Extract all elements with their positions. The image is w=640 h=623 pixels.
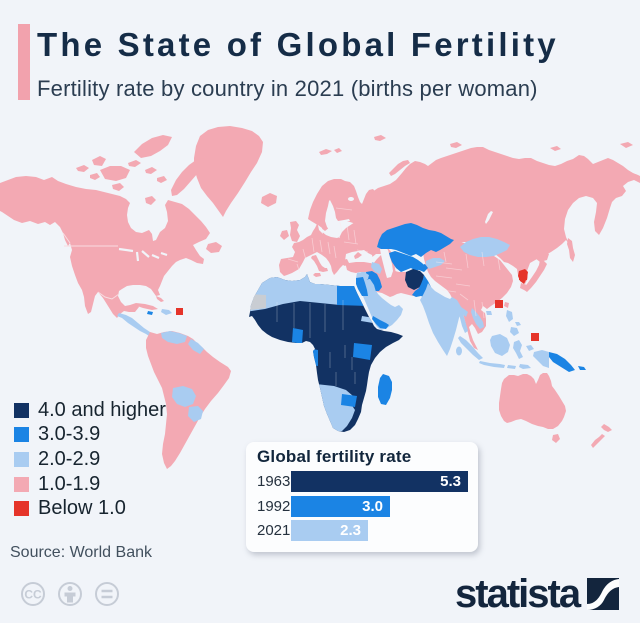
svg-text:statista: statista: [455, 572, 582, 616]
svg-text:CC: CC: [24, 588, 42, 602]
